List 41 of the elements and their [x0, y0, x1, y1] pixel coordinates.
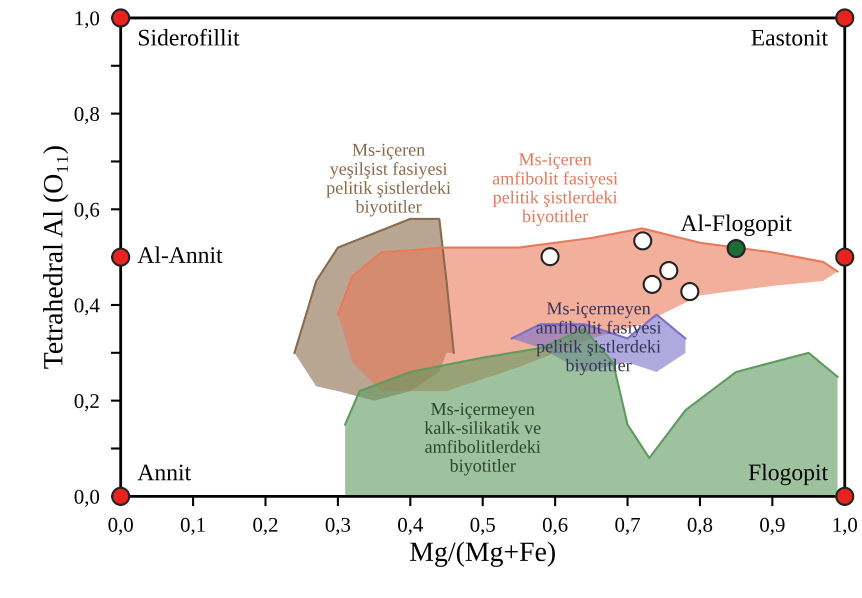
x-tick-label: 0,4 [398, 518, 424, 535]
x-tick-label: 0,0 [108, 518, 133, 535]
y-tick-label: 0,4 [74, 298, 100, 316]
y-tick-label: 0,2 [74, 394, 99, 412]
line-series [293, 218, 455, 354]
x-tick-label: 0,3 [326, 518, 350, 535]
y-tick-label: 0,6 [74, 202, 100, 220]
point [726, 238, 746, 258]
x-tick-label: 0,7 [615, 518, 640, 535]
point [642, 274, 662, 294]
x-tick-label: 1,0 [834, 518, 857, 535]
x-axis-title: Mg/(Mg+Fe) [410, 542, 555, 567]
x-tick-label: 0,8 [688, 518, 712, 535]
annotation: Ms-içeren amfibolit fasiyesi pelitik şistlerdeki biyotitler [492, 153, 618, 226]
point [633, 231, 652, 250]
point [540, 247, 560, 266]
y-tick-label: 0,8 [74, 106, 100, 124]
annotation: Al-Flogopit [680, 214, 792, 236]
annotation: Eastonit [751, 30, 828, 46]
annotation: Annit [138, 464, 191, 480]
annotation: Flogopit [748, 464, 828, 486]
x-tick-label: 0,5 [470, 518, 495, 535]
point [111, 486, 130, 506]
annotation: Al-Annit [138, 246, 222, 264]
x-tick-label: 0,1 [180, 518, 205, 535]
y-tick-label: 0,0 [74, 490, 100, 507]
point [680, 282, 700, 302]
y-tick-label: 1,0 [76, 11, 100, 28]
annotation: Ms-içeren yeşilşist fasiyesi pelitik şistlerdeki biyotitler [326, 144, 451, 216]
x-tick-label: 0,9 [760, 518, 785, 535]
x-tick-label: 0,6 [542, 518, 568, 535]
x-tick-label: 0,2 [253, 518, 278, 535]
point [111, 8, 130, 28]
point [659, 260, 678, 280]
annotation: Ms-içermeyen kalk-silikatik ve amfibolitlerdeki biyotitler [424, 402, 541, 476]
point [111, 248, 130, 267]
y-axis-title: Tetrahedral Al (O₁₁) [43, 146, 68, 369]
point [835, 248, 854, 267]
point [835, 486, 854, 506]
annotation: Siderofillit [138, 28, 240, 46]
point [835, 8, 854, 28]
